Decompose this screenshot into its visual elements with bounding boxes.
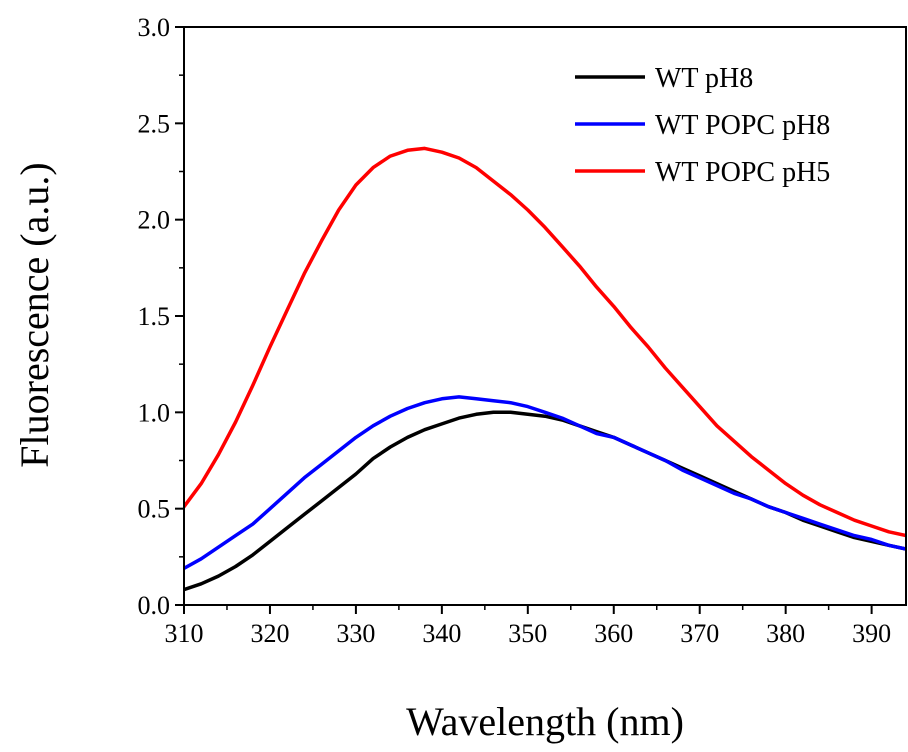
y-tick-label: 3.0	[138, 13, 171, 42]
series-line-2	[184, 395, 906, 571]
x-tick-label: 390	[852, 619, 891, 648]
x-tick-label: 320	[250, 619, 289, 648]
legend-label-3: WT POPC pH5	[655, 157, 830, 188]
x-tick-label: 380	[766, 619, 805, 648]
y-tick-label: 2.0	[138, 206, 171, 235]
x-tick-label: 370	[680, 619, 719, 648]
x-axis-title: Wavelength (nm)	[406, 699, 684, 744]
x-tick-label: 360	[594, 619, 633, 648]
y-tick-label: 0.5	[138, 495, 171, 524]
y-tick-label: 0.0	[138, 591, 171, 620]
legend-label-2: WT POPC pH8	[655, 110, 830, 141]
x-tick-label: 310	[165, 619, 204, 648]
x-tick-label: 350	[508, 619, 547, 648]
x-tick-label: 340	[422, 619, 461, 648]
x-tick-label: 330	[336, 619, 375, 648]
series-line-3	[184, 146, 906, 538]
y-tick-label: 1.0	[138, 398, 171, 427]
series-line-1	[184, 410, 906, 592]
y-axis-title: Fluorescence (a.u.)	[12, 162, 57, 467]
series-lines	[184, 146, 906, 592]
legend-label-1: WT pH8	[655, 63, 753, 94]
y-tick-label: 2.5	[138, 109, 171, 138]
y-tick-label: 1.5	[138, 302, 171, 331]
legend: WT pH8 WT POPC pH8 WT POPC pH5	[575, 63, 830, 188]
axes: 310 320 330 340 350 360 370 380 390 0.0 0.5 1.0 1.5 2…	[138, 13, 907, 648]
